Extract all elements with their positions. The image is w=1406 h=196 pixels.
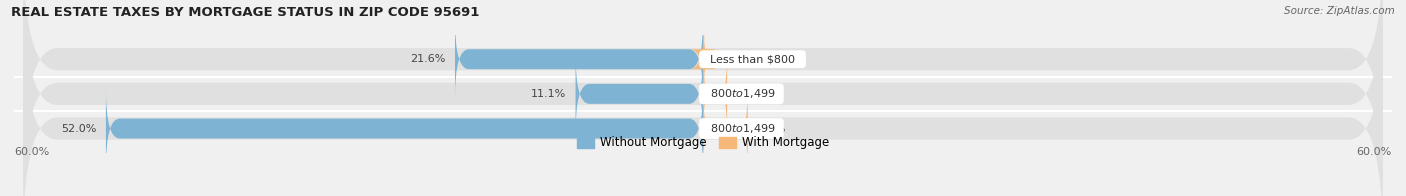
FancyBboxPatch shape — [24, 16, 1382, 196]
Text: Less than $800: Less than $800 — [703, 54, 801, 64]
FancyBboxPatch shape — [456, 20, 703, 99]
Text: 3.9%: 3.9% — [756, 123, 786, 133]
Legend: Without Mortgage, With Mortgage: Without Mortgage, With Mortgage — [576, 136, 830, 149]
Text: Source: ZipAtlas.com: Source: ZipAtlas.com — [1284, 6, 1395, 16]
Text: 11.1%: 11.1% — [531, 89, 567, 99]
Text: 2.1%: 2.1% — [737, 89, 765, 99]
Text: 0.11%: 0.11% — [713, 54, 749, 64]
FancyBboxPatch shape — [105, 89, 703, 168]
Text: 60.0%: 60.0% — [1357, 147, 1392, 157]
Text: REAL ESTATE TAXES BY MORTGAGE STATUS IN ZIP CODE 95691: REAL ESTATE TAXES BY MORTGAGE STATUS IN … — [11, 6, 479, 19]
Text: 21.6%: 21.6% — [411, 54, 446, 64]
FancyBboxPatch shape — [703, 89, 748, 168]
Text: $800 to $1,499: $800 to $1,499 — [703, 87, 780, 100]
FancyBboxPatch shape — [575, 54, 703, 133]
FancyBboxPatch shape — [690, 20, 717, 99]
FancyBboxPatch shape — [703, 54, 727, 133]
Text: 52.0%: 52.0% — [62, 123, 97, 133]
FancyBboxPatch shape — [24, 0, 1382, 172]
FancyBboxPatch shape — [24, 0, 1382, 196]
Text: $800 to $1,499: $800 to $1,499 — [703, 122, 780, 135]
Text: 60.0%: 60.0% — [14, 147, 49, 157]
